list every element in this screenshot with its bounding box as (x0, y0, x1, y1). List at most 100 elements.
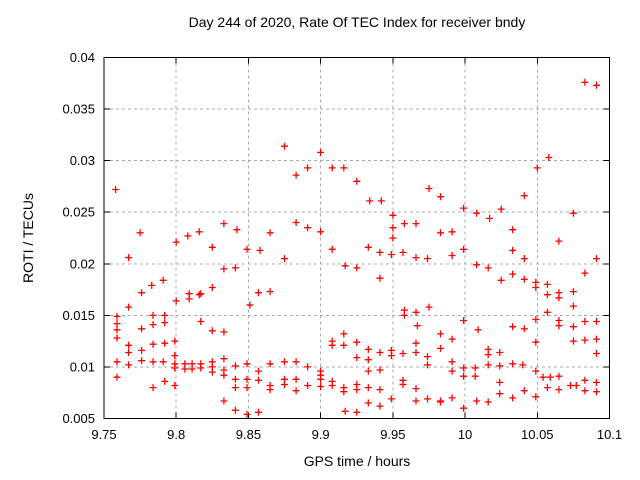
data-point (376, 248, 384, 256)
data-point (317, 383, 325, 390)
data-point (484, 398, 492, 406)
data-point (185, 290, 193, 298)
data-point (328, 382, 336, 389)
data-point (197, 290, 205, 298)
data-point (581, 376, 589, 384)
data-point (256, 246, 264, 254)
x-tick-label: 9.9 (312, 427, 330, 442)
data-point (389, 211, 397, 219)
data-point (412, 308, 420, 316)
data-point (113, 320, 121, 328)
data-point (364, 384, 372, 392)
data-point (509, 246, 517, 254)
data-point (208, 243, 216, 251)
data-point (448, 335, 456, 343)
data-point (572, 382, 580, 389)
data-point (243, 360, 251, 368)
data-point (304, 363, 312, 371)
data-point (188, 365, 196, 373)
data-point (376, 274, 384, 282)
y-tick-label: 0.01 (70, 359, 95, 374)
data-point (509, 226, 517, 234)
data-point (532, 284, 540, 291)
data-point (569, 337, 577, 345)
data-point (473, 261, 481, 269)
data-point (366, 197, 374, 205)
data-point (125, 254, 133, 262)
data-point (473, 397, 481, 405)
data-point (376, 366, 384, 374)
data-point (581, 387, 589, 395)
data-point (231, 264, 239, 272)
data-point (292, 171, 300, 179)
data-point (161, 319, 169, 327)
data-point (317, 228, 325, 236)
data-point (161, 311, 169, 319)
data-point (281, 255, 288, 263)
data-point (195, 291, 203, 299)
data-point (387, 352, 395, 360)
data-point (471, 372, 479, 380)
data-point (353, 408, 361, 416)
data-point (593, 81, 600, 89)
data-point (281, 142, 288, 150)
y-tick-label: 0.005 (62, 411, 95, 426)
data-point (231, 384, 239, 392)
data-point (543, 308, 551, 316)
data-point (364, 345, 372, 353)
x-tick-label: 10 (458, 427, 472, 442)
data-point (231, 362, 239, 370)
data-point (125, 361, 133, 369)
data-point (448, 228, 456, 236)
data-point (532, 316, 540, 323)
data-point (412, 385, 420, 393)
data-point (486, 214, 494, 222)
data-point (304, 382, 312, 389)
data-point (171, 364, 179, 372)
data-point (113, 373, 121, 381)
data-point (171, 337, 179, 345)
data-point (496, 349, 504, 356)
data-point (593, 350, 600, 357)
data-point (399, 381, 407, 388)
data-point (208, 368, 216, 376)
data-point (341, 407, 349, 415)
data-point (569, 323, 577, 331)
data-point (208, 327, 216, 335)
data-point (546, 373, 554, 381)
data-point (424, 361, 431, 369)
data-point (328, 341, 336, 349)
data-point (220, 397, 228, 405)
y-tick-label: 0.015 (62, 308, 95, 323)
data-point (231, 375, 239, 383)
data-point (555, 372, 563, 380)
data-points (112, 78, 600, 418)
data-point (255, 408, 262, 416)
data-point (243, 410, 251, 418)
data-point (555, 237, 563, 245)
data-point (292, 358, 300, 366)
data-point (172, 297, 180, 305)
data-point (437, 397, 444, 405)
data-point (138, 357, 146, 365)
data-point (243, 245, 251, 253)
data-point (376, 349, 384, 356)
data-point (243, 384, 251, 392)
data-point (161, 377, 169, 385)
data-point (292, 219, 300, 226)
data-point (471, 364, 479, 372)
data-point (424, 255, 431, 263)
data-point (243, 375, 251, 383)
x-tick-label: 9.85 (236, 427, 261, 442)
data-point (255, 367, 262, 375)
data-point (520, 325, 528, 333)
data-point (149, 311, 157, 319)
data-point (255, 376, 262, 384)
data-point (149, 384, 157, 392)
data-point (113, 334, 121, 342)
data-point (532, 338, 540, 346)
data-point (220, 328, 228, 336)
data-point (484, 361, 492, 369)
